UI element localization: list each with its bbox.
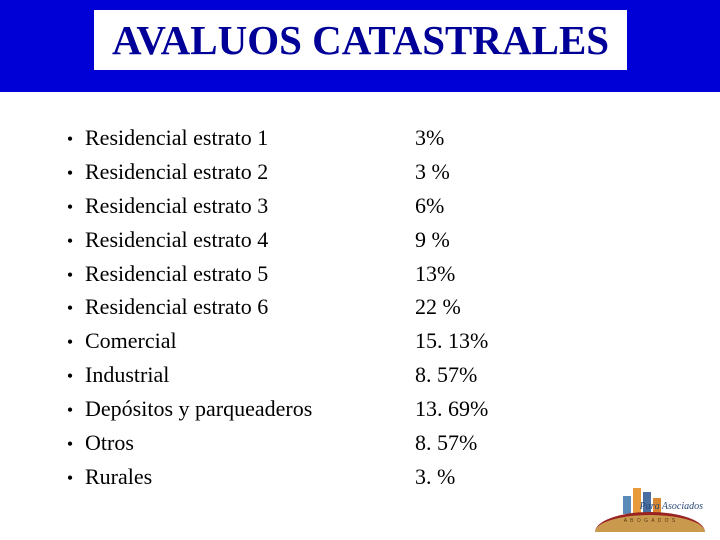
row-value: 3 %: [415, 156, 665, 188]
bullet-icon: •: [55, 160, 85, 186]
bullet-icon: •: [55, 295, 85, 321]
bullet-icon: •: [55, 126, 85, 152]
row-label: Residencial estrato 5: [85, 258, 415, 290]
row-label: Residencial estrato 6: [85, 291, 415, 323]
row-label: Residencial estrato 3: [85, 190, 415, 222]
row-label: Residencial estrato 2: [85, 156, 415, 188]
list-row: •Rurales 3. %: [55, 461, 665, 493]
bullet-icon: •: [55, 228, 85, 254]
bullet-icon: •: [55, 262, 85, 288]
row-value: 22 %: [415, 291, 665, 323]
row-label: Rurales: [85, 461, 415, 493]
logo-arc: [595, 512, 705, 532]
row-value: 8. 57%: [415, 359, 665, 391]
list-row: •Residencial estrato 49 %: [55, 224, 665, 256]
logo-brand-text: Para Asociados: [640, 501, 703, 512]
list-row: •Residencial estrato 622 %: [55, 291, 665, 323]
row-value: 13%: [415, 258, 665, 290]
list-row: •Residencial estrato 23 %: [55, 156, 665, 188]
bullet-icon: •: [55, 194, 85, 220]
brand-logo: Para Asociados: [595, 477, 705, 532]
row-value: 3%: [415, 122, 665, 154]
list-row: •Residencial estrato 513%: [55, 258, 665, 290]
row-value: 6%: [415, 190, 665, 222]
slide-title: AVALUOS CATASTRALES: [94, 10, 627, 70]
row-value: 15. 13%: [415, 325, 665, 357]
content-area: • Residencial estrato 13%•Residencial es…: [0, 92, 720, 493]
row-label: Residencial estrato 1: [85, 122, 415, 154]
row-value: 9 %: [415, 224, 665, 256]
bullet-icon: •: [55, 329, 85, 355]
header-bar: AVALUOS CATASTRALES: [0, 0, 720, 92]
list-row: •Industrial8. 57%: [55, 359, 665, 391]
row-label: Industrial: [85, 359, 415, 391]
list-row: •Depósitos y parqueaderos13. 69%: [55, 393, 665, 425]
row-label: Otros: [85, 427, 415, 459]
row-value: 8. 57%: [415, 427, 665, 459]
row-label: Depósitos y parqueaderos: [85, 393, 415, 425]
list-row: •Comercial15. 13%: [55, 325, 665, 357]
bullet-icon: •: [55, 431, 85, 457]
row-label: Comercial: [85, 325, 415, 357]
bullet-icon: •: [55, 465, 85, 491]
bullet-icon: •: [55, 397, 85, 423]
bullet-icon: •: [55, 363, 85, 389]
list-row: •Otros8. 57%: [55, 427, 665, 459]
row-value: 13. 69%: [415, 393, 665, 425]
list-row: •Residencial estrato 36%: [55, 190, 665, 222]
row-label: Residencial estrato 4: [85, 224, 415, 256]
list-row: • Residencial estrato 13%: [55, 122, 665, 154]
